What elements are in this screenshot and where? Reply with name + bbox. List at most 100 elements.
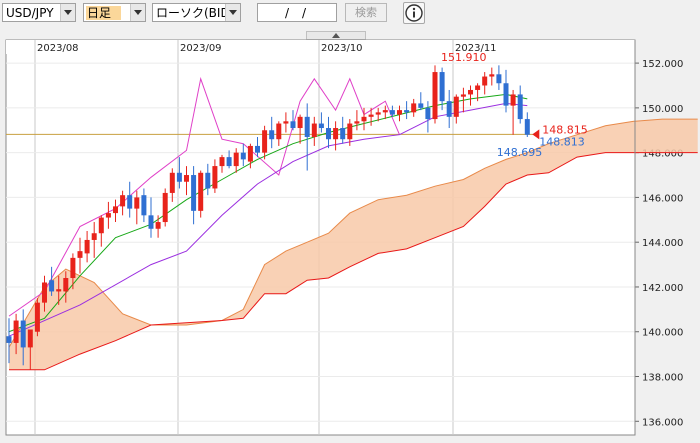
candle-up [120, 195, 126, 207]
candle-down [439, 72, 445, 102]
candle-up [105, 213, 111, 218]
candle-down [255, 145, 260, 153]
candle-down [127, 195, 133, 209]
chart-type-select[interactable]: ローソク(BID) [152, 3, 241, 22]
candle-down [418, 103, 424, 108]
base-line [8, 102, 528, 337]
leading-span-a [8, 118, 698, 348]
low-price-label: 148.695 [497, 146, 543, 159]
candle-up [283, 121, 289, 124]
candle-down [425, 107, 431, 120]
candle-up [233, 152, 239, 167]
candle-up [84, 239, 90, 254]
candle-down [496, 74, 502, 84]
candle-up [169, 172, 175, 193]
x-tick-label: 2023/10 [321, 43, 363, 54]
candle-down [503, 83, 509, 106]
y-tick-label: 152.000 [642, 59, 683, 70]
candle-down [389, 110, 395, 115]
candle-down [191, 175, 197, 211]
y-tick-label: 136.000 [642, 417, 683, 428]
currency-pair-select[interactable]: USD/JPY [2, 3, 76, 22]
currency-pair-value: USD/JPY [6, 6, 54, 20]
candle-up [276, 123, 282, 140]
ichimoku-cloud [9, 119, 698, 370]
y-tick-label: 146.000 [642, 193, 683, 204]
candle-up [34, 302, 40, 332]
candle-up [247, 145, 253, 162]
leading-span-b [9, 152, 698, 371]
candle-up [510, 94, 516, 106]
candle-up [113, 206, 118, 214]
y-tick-label: 140.000 [642, 328, 683, 339]
candle-up [262, 130, 268, 153]
candle-up [411, 103, 417, 113]
candle-up [468, 89, 473, 95]
toolbar: USD/JPY 日足 ローソク(BID) / / 検索 [0, 0, 700, 30]
info-icon [405, 4, 423, 22]
candle-down [290, 121, 296, 129]
y-tick-label: 148.000 [642, 149, 683, 160]
price-chart[interactable]: 2023/08 2023/09 2023/10 2023/11 136.000 138.0… [0, 30, 700, 440]
chevron-down-icon[interactable] [60, 4, 75, 21]
candle-up [482, 76, 488, 86]
candle-up [56, 289, 62, 292]
candle-up [27, 329, 33, 348]
candle-up [453, 96, 459, 117]
x-tick-label: 2023/11 [455, 43, 497, 54]
candle-up [354, 121, 360, 124]
candle-up [155, 222, 161, 229]
date-separator: / [302, 6, 307, 20]
date-header [6, 40, 635, 54]
candle-up [361, 116, 367, 122]
candle-down [176, 172, 182, 182]
x-tick-label: 2023/09 [180, 43, 222, 54]
candle-up [382, 110, 388, 113]
candle-up [475, 85, 481, 90]
date-separator: / [285, 6, 290, 20]
y-tick-label: 144.000 [642, 238, 683, 249]
candle-down [517, 94, 523, 120]
candle-down [49, 280, 55, 292]
candle-up [297, 116, 303, 129]
candle-up [368, 114, 374, 117]
candle-down [524, 119, 530, 135]
candle-up [42, 282, 47, 303]
y-tick-label: 150.000 [642, 104, 683, 115]
y-tick-label: 138.000 [642, 373, 683, 384]
candle-up [347, 123, 353, 140]
current-bid-label: 148.815 [542, 123, 588, 136]
candle-up [70, 257, 76, 279]
candle-up [333, 128, 339, 140]
candle-up [432, 72, 438, 120]
candle-down [340, 128, 346, 140]
candle-down [148, 215, 154, 229]
search-button[interactable]: 検索 [345, 3, 387, 22]
date-input[interactable]: / / [257, 3, 337, 22]
info-button[interactable] [403, 2, 425, 24]
candle-up [91, 233, 97, 240]
candle-up [13, 320, 19, 343]
candle-up [489, 74, 495, 77]
candle-up [460, 94, 466, 97]
candle-down [269, 130, 275, 140]
chart-area[interactable]: 2023/08 2023/09 2023/10 2023/11 136.000 138.0… [0, 30, 700, 443]
candle-down [404, 110, 410, 113]
conversion-line [8, 93, 528, 333]
candle-down [446, 101, 452, 117]
x-tick-label: 2023/08 [37, 43, 79, 54]
chart-type-value: ローソク(BID) [156, 6, 235, 20]
chevron-down-icon[interactable] [225, 4, 240, 21]
candle-up [219, 157, 225, 167]
chevron-down-icon[interactable] [130, 4, 145, 21]
candle-down [304, 116, 310, 137]
candle-up [198, 172, 204, 211]
timeframe-select[interactable]: 日足 [83, 3, 146, 22]
candle-up [212, 166, 218, 189]
candle-up [162, 192, 168, 223]
candle-down [205, 172, 211, 189]
candle-down [326, 128, 331, 140]
candle-up [63, 278, 69, 292]
candle-up [77, 251, 83, 258]
candle-down [240, 152, 246, 160]
